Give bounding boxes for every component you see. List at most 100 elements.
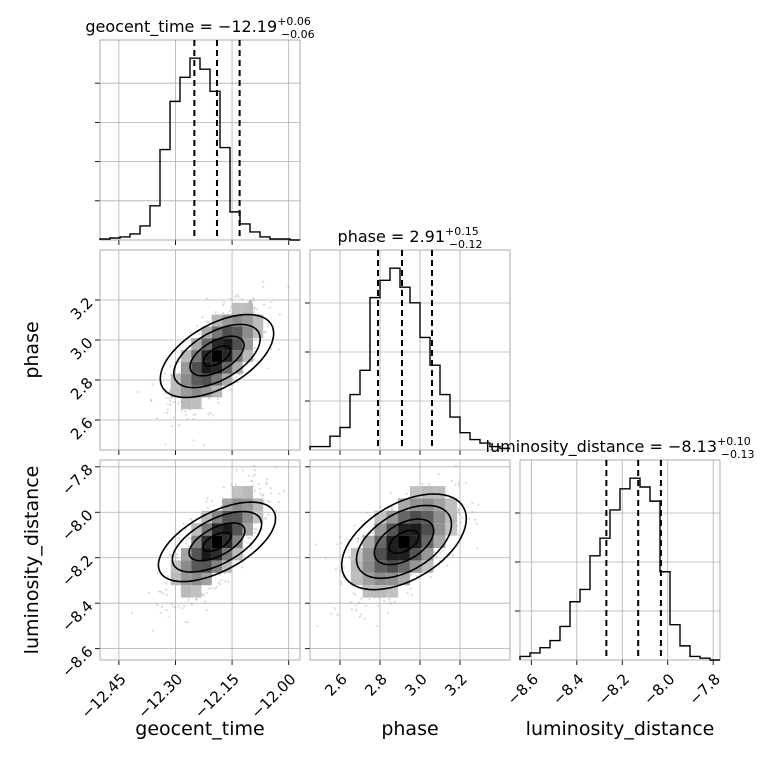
luminosity_distance-hist-title: luminosity_distance = −8.13+0.10 −0.13 [486,435,755,461]
luminosity_distance-vs-geocent_time-point [274,509,278,513]
luminosity_distance-vs-phase-point [457,533,461,536]
luminosity_distance-vs-phase-density-cell [433,523,446,536]
luminosity_distance-vs-geocent_time-point [268,500,272,504]
phase-xtick-label: 3.0 [401,670,431,700]
title-plus: +0.06 [277,15,311,28]
luminosity_distance-vs-phase-point [470,510,474,514]
luminosity_distance-vs-phase-point [410,594,413,597]
luminosity_distance-vs-geocent_time-point [205,591,208,595]
luminosity_distance-vs-geocent_time-point [185,539,188,542]
phase-vs-geocent_time-density-cell [201,350,212,362]
luminosity_distance-vs-phase-point [314,543,318,546]
luminosity_distance-vs-geocent_time-density-cell [232,523,243,536]
luminosity_distance-vs-phase-point [405,492,408,496]
luminosity_distance-vs-geocent_time-density-cell [201,510,212,524]
phase-vs-geocent_time-point [205,297,209,300]
luminosity_distance-vs-phase-point [433,550,436,554]
luminosity_distance-vs-geocent_time-density-cell [201,548,212,561]
luminosity_distance-vs-phase-point [437,472,440,476]
luminosity_distance-vs-phase-point [330,612,333,616]
geocent_time-hist-title: geocent_time = −12.19+0.06 −0.06 [85,15,314,41]
phase-vs-geocent_time-density-cell [211,361,223,374]
luminosity_distance-vs-phase-point [391,508,394,512]
phase-vs-geocent_time-frame [99,249,301,451]
phase-vs-geocent_time-point [185,417,189,421]
luminosity_distance-vs-phase-point [389,491,393,495]
phase-vs-geocent_time-density-cell [222,326,233,339]
luminosity_distance-vs-phase-point [461,516,464,520]
luminosity_distance-xtick-label: −8.4 [549,670,587,708]
phase-vs-geocent_time-point [207,413,210,416]
phase-vs-geocent_time-point [241,298,244,301]
luminosity_distance-vs-geocent_time-point [242,553,245,557]
phase-vs-geocent_time-density-cell [180,373,192,386]
phase-vs-geocent_time-point [150,398,153,402]
phase-vs-geocent_time-density-cell [191,350,202,362]
luminosity_distance-vs-geocent_time-density-cell [222,548,233,561]
luminosity_distance-vs-geocent_time-point [252,475,255,478]
luminosity_distance-vs-geocent_time-point [247,474,250,478]
luminosity_distance-vs-phase-point [360,597,363,600]
luminosity_distance-vs-phase-point [350,608,354,611]
phase-vs-geocent_time-point [264,331,267,334]
luminosity_distance-vs-geocent_time-density-cell [232,486,243,499]
phase-vs-geocent_time-point [201,316,204,319]
phase-vs-geocent_time-point [255,308,259,311]
luminosity_distance-vs-geocent_time-point [159,590,163,593]
luminosity_distance-vs-geocent_time-point [161,592,165,595]
luminosity_distance-vs-geocent_time-point [217,581,220,584]
luminosity_distance-vs-phase-point [354,604,357,607]
phase-vs-geocent_time-point [163,372,167,375]
phase-vs-geocent_time-point [192,413,195,417]
luminosity_distance-vs-geocent_time-density-cell [180,585,192,598]
luminosity_distance-vs-geocent_time-point [245,541,248,544]
luminosity_distance-vs-phase-frame [309,459,511,661]
luminosity_distance-vs-geocent_time-point [258,492,262,495]
luminosity_distance-vs-phase-point [457,508,460,512]
phase-ytick-label: 3.2 [67,294,97,324]
phase-vs-geocent_time-point [208,397,211,400]
luminosity_distance-xtick-label: −8.0 [640,670,678,708]
phase-xtick-label: 3.2 [441,670,471,700]
luminosity_distance-vs-geocent_time-point [188,537,192,541]
luminosity_distance-ytick-label: −8.0 [58,506,96,544]
luminosity_distance-vs-geocent_time-density-cell [191,560,202,573]
luminosity_distance-vs-phase-point [456,508,460,511]
luminosity_distance-vs-phase-density-cell [398,523,410,536]
phase-vs-geocent_time-point [221,304,225,307]
luminosity_distance-vs-phase-point [457,511,460,514]
luminosity_distance-vs-geocent_time-point [269,491,273,495]
luminosity_distance-vs-phase-point [364,604,368,608]
luminosity_distance-vs-geocent_time-point [251,480,254,483]
phase-vs-geocent_time-density-cell [180,361,192,374]
luminosity_distance-vs-geocent_time-point [166,575,170,578]
phase-vs-geocent_time-density-cell [180,385,192,398]
luminosity_distance-vs-geocent_time-density-cell [242,523,254,536]
luminosity_distance-vs-phase-point [324,556,327,560]
phase-vs-geocent_time-point [183,410,187,413]
phase-vs-geocent_time-point [198,332,201,336]
luminosity_distance-vs-phase-point [457,484,461,487]
phase-vs-geocent_time-point [222,301,226,304]
phase-vs-geocent_time-point [184,413,188,417]
phase-vs-geocent_time-density-cell [191,397,202,410]
luminosity_distance-vs-phase-point [388,598,391,601]
luminosity_distance-vs-phase-density-cell [421,523,434,536]
luminosity_distance-vs-phase-point [348,555,351,559]
luminosity_distance-vs-phase-point [471,501,474,505]
phase-vs-geocent_time-density-cell [222,338,233,351]
phase-ytick-label: 2.6 [67,414,97,444]
luminosity_distance-vs-phase-point [458,513,461,516]
luminosity_distance-vs-geocent_time-point [187,621,190,624]
phase-vs-geocent_time-point [151,382,154,386]
luminosity_distance-vs-geocent_time-point [253,527,256,531]
luminosity_distance-vs-phase-point [410,572,414,576]
luminosity_distance-vs-phase-point [360,613,363,616]
luminosity_distance-vs-geocent_time-density-cell [201,523,212,536]
luminosity_distance-vs-geocent_time-point [265,483,268,486]
luminosity_distance-vs-geocent_time-density-cell [170,572,181,586]
title-eq: = [644,437,668,456]
phase-vs-geocent_time-point [221,311,225,315]
luminosity_distance-vs-phase-density-cell [398,510,410,524]
luminosity_distance-vs-geocent_time-point [195,597,198,601]
